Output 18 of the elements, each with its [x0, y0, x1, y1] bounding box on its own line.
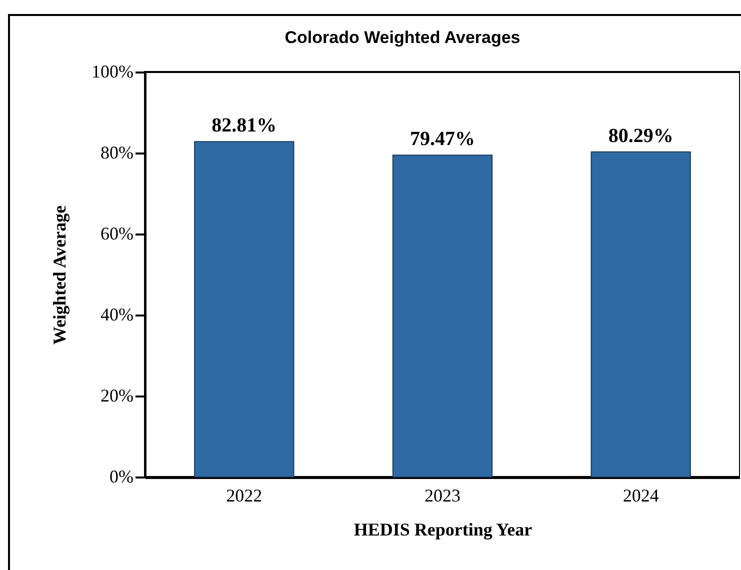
y-tick-label: 20%: [100, 386, 134, 406]
chart-title: Colorado Weighted Averages: [284, 28, 520, 47]
y-tick-label: 80%: [100, 142, 134, 162]
y-tick-label: 100%: [92, 62, 134, 82]
data-label: 80.29%: [608, 124, 674, 147]
y-axis-title: Weighted Average: [50, 205, 70, 345]
y-tick-label: 40%: [100, 304, 134, 324]
x-tick-label: 2023: [424, 486, 460, 506]
data-label: 82.81%: [212, 114, 277, 137]
x-tick-label: 2022: [226, 486, 262, 506]
bar: [194, 141, 294, 478]
y-tick-label: 60%: [100, 224, 134, 244]
data-label: 79.47%: [410, 128, 475, 150]
bar: [590, 151, 691, 478]
y-tick-label: 0%: [110, 466, 134, 486]
x-axis-title: HEDIS Reporting Year: [354, 520, 532, 540]
x-tick-label: 2024: [622, 486, 659, 506]
bar: [392, 154, 493, 478]
